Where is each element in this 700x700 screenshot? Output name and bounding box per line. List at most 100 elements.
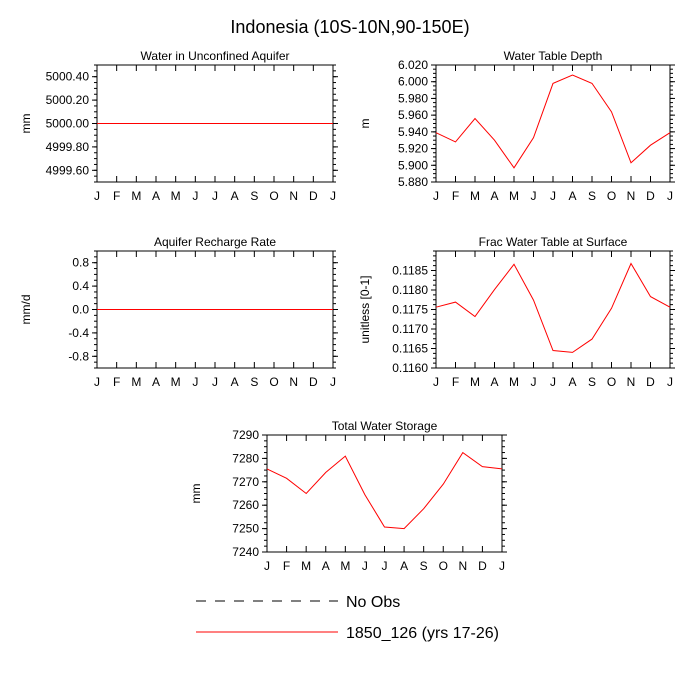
x-tick-label: S	[250, 189, 258, 203]
x-tick-label: O	[607, 375, 616, 389]
x-tick-label: A	[568, 375, 576, 389]
x-tick-label: J	[212, 375, 218, 389]
x-tick-label: N	[458, 559, 467, 573]
series-line	[266, 451, 503, 530]
y-tick-label: 5.880	[398, 175, 428, 189]
x-tick-label: J	[212, 189, 218, 203]
y-tick-label: 6.000	[398, 75, 428, 89]
panel-title: Total Water Storage	[332, 419, 438, 433]
x-tick-label: F	[113, 189, 120, 203]
series-line	[435, 262, 671, 353]
x-tick-label: N	[627, 189, 636, 203]
x-tick-label: D	[646, 375, 655, 389]
y-tick-label: 5000.20	[46, 93, 90, 107]
x-tick-label: F	[452, 375, 459, 389]
x-tick-label: O	[607, 189, 616, 203]
y-axis-label: mm	[189, 484, 203, 504]
x-tick-label: M	[470, 375, 480, 389]
x-tick-label: J	[330, 189, 336, 203]
y-tick-label: 5.900	[398, 158, 428, 172]
x-tick-label: J	[94, 375, 100, 389]
x-tick-label: J	[94, 189, 100, 203]
x-tick-label: J	[192, 375, 198, 389]
y-tick-label: 0.1185	[392, 264, 428, 278]
y-tick-label: -0.4	[68, 326, 89, 340]
y-axis-label: unitless [0-1]	[358, 275, 372, 343]
x-tick-label: M	[340, 559, 350, 573]
x-tick-label: D	[309, 375, 318, 389]
panel-title: Water in Unconfined Aquifer	[141, 49, 290, 63]
panel-title: Aquifer Recharge Rate	[154, 235, 276, 249]
x-tick-label: M	[131, 189, 141, 203]
y-tick-label: 7280	[232, 451, 259, 465]
x-tick-label: A	[568, 189, 576, 203]
y-axis-label: mm/d	[19, 295, 33, 325]
y-tick-label: 0.1165	[392, 342, 428, 356]
chart-panel: Aquifer Recharge Rate mm/d -0.8 -0.4 0.0 0.4 0…	[19, 235, 338, 389]
y-tick-label: 0.4	[72, 279, 89, 293]
x-tick-label: N	[627, 375, 636, 389]
y-tick-label: 4999.80	[46, 140, 90, 154]
x-tick-label: F	[113, 375, 120, 389]
x-tick-label: O	[439, 559, 448, 573]
figure-title: Indonesia (10S-10N,90-150E)	[230, 17, 469, 37]
y-tick-label: 5.940	[398, 125, 428, 139]
panel-title: Water Table Depth	[504, 49, 603, 63]
legend-label-no-obs: No Obs	[346, 594, 400, 611]
x-tick-label: J	[433, 189, 439, 203]
series-line	[435, 74, 671, 169]
y-axis-label: mm	[19, 114, 33, 134]
x-tick-label: M	[301, 559, 311, 573]
y-tick-label: 0.1180	[392, 283, 428, 297]
y-tick-label: 7240	[232, 545, 259, 559]
y-tick-label: 5.920	[398, 142, 428, 156]
x-tick-label: J	[550, 189, 556, 203]
x-tick-label: F	[452, 189, 459, 203]
x-tick-label: J	[264, 559, 270, 573]
y-tick-label: 6.020	[398, 58, 428, 72]
x-tick-label: A	[490, 189, 498, 203]
x-tick-label: M	[171, 189, 181, 203]
y-tick-label: 5000.00	[46, 117, 90, 131]
x-tick-label: M	[131, 375, 141, 389]
legend: No Obs 1850_126 (yrs 17-26)	[196, 594, 499, 642]
y-tick-label: 0.0	[72, 303, 89, 317]
y-tick-label: 7250	[232, 522, 259, 536]
x-tick-label: J	[433, 375, 439, 389]
y-tick-label: -0.8	[68, 349, 89, 363]
panel-title: Frac Water Table at Surface	[479, 235, 628, 249]
y-tick-label: 5.960	[398, 108, 428, 122]
plot-frame	[266, 434, 503, 553]
y-tick-label: 5000.40	[46, 70, 90, 84]
x-tick-label: J	[550, 375, 556, 389]
x-tick-label: A	[322, 559, 330, 573]
x-tick-label: M	[509, 375, 519, 389]
chart-panel: Total Water Storage mm 7240 7250 7260 7270 728…	[189, 419, 507, 573]
x-tick-label: A	[152, 375, 160, 389]
y-axis-label: m	[358, 119, 372, 129]
y-tick-label: 0.1175	[392, 303, 428, 317]
x-tick-label: A	[490, 375, 498, 389]
x-tick-label: J	[362, 559, 368, 573]
x-tick-label: A	[400, 559, 408, 573]
x-tick-label: S	[250, 375, 258, 389]
x-tick-label: J	[499, 559, 505, 573]
y-tick-label: 7260	[232, 498, 259, 512]
x-tick-label: J	[192, 189, 198, 203]
x-tick-label: N	[289, 375, 298, 389]
x-tick-label: S	[420, 559, 428, 573]
x-tick-label: M	[171, 375, 181, 389]
y-tick-label: 0.8	[72, 256, 89, 270]
x-tick-label: J	[667, 189, 673, 203]
y-tick-label: 5.980	[398, 91, 428, 105]
y-tick-label: 4999.60	[46, 163, 90, 177]
x-tick-label: F	[283, 559, 290, 573]
x-tick-label: O	[269, 375, 278, 389]
chart-panels: Water in Unconfined Aquifer mm 4999.60 4999…	[19, 49, 675, 573]
x-tick-label: J	[667, 375, 673, 389]
x-tick-label: D	[646, 189, 655, 203]
x-tick-label: M	[470, 189, 480, 203]
y-tick-label: 0.1170	[392, 322, 428, 336]
x-tick-label: S	[588, 375, 596, 389]
